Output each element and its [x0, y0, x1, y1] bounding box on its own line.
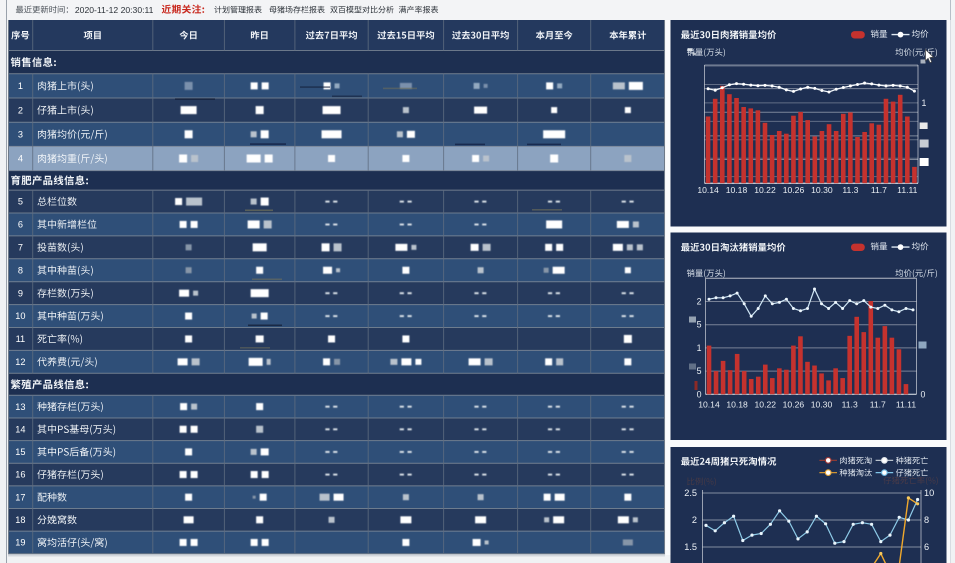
svg-text:11.11: 11.11 [897, 185, 917, 195]
svg-text:7: 7 [18, 243, 23, 253]
svg-text:11.11: 11.11 [896, 400, 916, 410]
svg-text:1: 1 [697, 343, 702, 353]
svg-text:10.26: 10.26 [783, 185, 805, 195]
svg-text:18: 18 [15, 515, 25, 525]
svg-text:0: 0 [921, 389, 926, 399]
svg-text:10.18: 10.18 [726, 185, 748, 195]
svg-text:12: 12 [15, 357, 25, 367]
svg-text:10.30: 10.30 [811, 400, 833, 410]
svg-text:14: 14 [15, 425, 25, 435]
svg-text:2.5: 2.5 [684, 488, 697, 498]
svg-text:5: 5 [18, 197, 23, 207]
svg-text:9: 9 [18, 288, 23, 298]
svg-text:10.22: 10.22 [754, 185, 776, 195]
svg-text:6: 6 [924, 542, 929, 552]
svg-text:3: 3 [18, 130, 23, 140]
svg-text:13: 13 [15, 402, 25, 412]
svg-text:8: 8 [18, 265, 23, 275]
svg-text:4: 4 [18, 154, 23, 164]
svg-text:2: 2 [18, 105, 23, 115]
svg-text:10: 10 [15, 311, 25, 321]
svg-text:17: 17 [15, 492, 25, 502]
svg-text:11.3: 11.3 [842, 185, 858, 195]
svg-text:1: 1 [18, 81, 23, 91]
svg-text:16: 16 [15, 470, 25, 480]
svg-text:5: 5 [697, 320, 702, 330]
svg-text:1: 1 [922, 98, 927, 108]
svg-text:11.7: 11.7 [871, 185, 887, 195]
svg-text:10.14: 10.14 [697, 185, 719, 195]
svg-text:1.5: 1.5 [684, 542, 697, 552]
svg-text:2020-11-12 20:30:11: 2020-11-12 20:30:11 [75, 5, 154, 15]
svg-text:10.30: 10.30 [811, 185, 833, 195]
svg-text:0: 0 [697, 389, 702, 399]
svg-text:15: 15 [15, 447, 25, 457]
svg-text:11: 11 [16, 334, 26, 344]
svg-text:11.3: 11.3 [842, 400, 858, 410]
svg-text:6: 6 [18, 220, 23, 230]
svg-text:10.14: 10.14 [698, 400, 720, 410]
svg-text:2: 2 [697, 297, 702, 307]
svg-text:10.18: 10.18 [726, 400, 748, 410]
svg-text:11.7: 11.7 [870, 400, 886, 410]
svg-text:2: 2 [692, 515, 697, 525]
svg-text:10.22: 10.22 [755, 400, 777, 410]
svg-text:5: 5 [697, 366, 702, 376]
svg-text:10: 10 [924, 488, 934, 498]
svg-text:8: 8 [924, 515, 929, 525]
svg-text:19: 19 [15, 538, 25, 548]
svg-text:10.26: 10.26 [783, 400, 805, 410]
